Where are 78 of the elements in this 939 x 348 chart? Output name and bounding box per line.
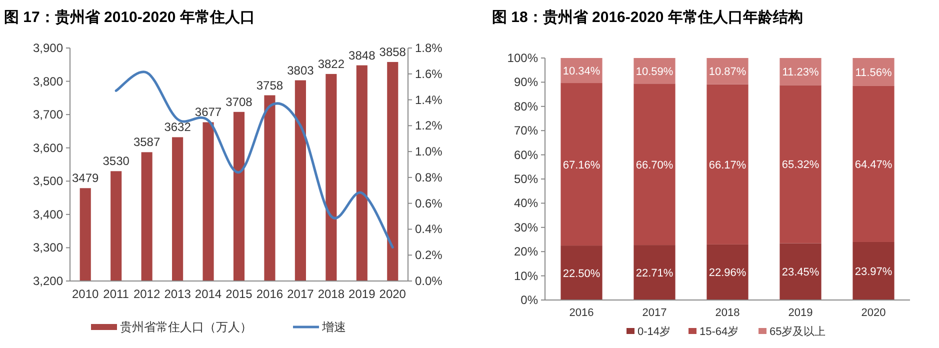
data-label: 66.70% — [636, 159, 674, 172]
data-label: 10.59% — [636, 66, 674, 78]
x-tick-label: 2017 — [642, 307, 667, 319]
x-tick-label: 2012 — [133, 287, 160, 301]
data-label: 22.96% — [708, 267, 746, 280]
data-label: 10.34% — [562, 66, 600, 78]
x-tick-label: 2019 — [348, 287, 376, 301]
data-label: 3479 — [72, 171, 100, 186]
x-tick-label: 2019 — [788, 307, 813, 319]
data-label: 66.17% — [708, 159, 746, 172]
data-label: 3822 — [318, 56, 345, 71]
y-tick-label: 3,700 — [32, 108, 64, 122]
y-tick-label: 3,600 — [32, 140, 64, 155]
y-tick-label: 10% — [514, 268, 538, 283]
y-tick-label: 60% — [514, 148, 538, 162]
data-label: 23.45% — [782, 266, 820, 279]
y2-tick-label: 1.8% — [415, 41, 443, 55]
x-tick-label: 2016 — [569, 307, 594, 319]
y2-tick-label: 1.6% — [415, 66, 443, 81]
x-tick-label: 2020 — [379, 287, 406, 301]
data-label: 3530 — [102, 154, 130, 168]
data-label: 65.32% — [782, 159, 820, 172]
y-tick-label: 3,900 — [32, 41, 64, 55]
y-tick-label: 70% — [514, 124, 538, 138]
data-label: 23.97% — [854, 266, 892, 278]
y-tick-label: 30% — [514, 220, 538, 234]
y-tick-label: 3,800 — [32, 74, 64, 88]
y-tick-label: 3,500 — [32, 174, 64, 188]
y2-tick-label: 1.4% — [415, 92, 443, 107]
x-tick-label: 2011 — [103, 287, 130, 301]
x-tick-label: 2018 — [318, 287, 345, 301]
y2-tick-label: 1.0% — [415, 144, 443, 159]
data-label: 11.23% — [782, 66, 819, 79]
y2-tick-label: 0.6% — [415, 196, 443, 210]
y-tick-label: 3,200 — [32, 274, 64, 288]
data-label: 3858 — [379, 44, 406, 59]
y-tick-label: 100% — [507, 51, 538, 65]
y-tick-label: 3,400 — [32, 207, 64, 222]
y2-tick-label: 0.8% — [415, 170, 443, 184]
x-tick-label: 2018 — [715, 307, 740, 319]
legend-label: 0-14岁 — [638, 326, 671, 338]
data-label: 11.56% — [855, 66, 892, 79]
legend-label: 15-64岁 — [700, 326, 739, 338]
x-tick-label: 2010 — [72, 287, 100, 301]
data-label: 3758 — [256, 78, 284, 92]
y2-tick-label: 0.2% — [415, 248, 443, 262]
x-tick-label: 2016 — [256, 287, 284, 301]
y-tick-label: 0% — [520, 293, 538, 307]
legend-label: 贵州省常住人口（万人） — [120, 320, 252, 334]
data-label: 3708 — [226, 94, 253, 109]
data-label: 67.16% — [562, 159, 600, 172]
y-tick-label: 3,300 — [32, 240, 64, 255]
y-tick-label: 50% — [514, 172, 538, 186]
x-tick-label: 2020 — [861, 307, 886, 319]
x-tick-label: 2013 — [164, 287, 192, 301]
legend-label: 65岁及以上 — [770, 325, 826, 338]
x-tick-label: 2014 — [194, 287, 222, 301]
y2-tick-label: 0.4% — [415, 222, 443, 236]
x-tick-label: 2015 — [226, 287, 253, 301]
data-label: 22.71% — [636, 268, 674, 280]
y-tick-label: 20% — [514, 244, 538, 259]
data-label: 3632 — [164, 120, 192, 134]
y-tick-label: 40% — [514, 196, 538, 210]
legend-label: 增速 — [321, 320, 346, 334]
data-label: 3677 — [194, 105, 222, 120]
y-tick-label: 90% — [514, 75, 538, 90]
data-label: 10.87% — [708, 66, 746, 78]
chart-title: 图 17：贵州省 2010-2020 年常住人口 — [4, 9, 255, 26]
x-tick-label: 2017 — [287, 287, 314, 301]
data-label: 3803 — [287, 63, 314, 78]
data-label: 22.50% — [562, 268, 600, 280]
data-label: 3587 — [133, 135, 160, 150]
data-label: 3848 — [348, 48, 376, 62]
chart-title: 图 18：贵州省 2016-2020 年常住人口年龄结构 — [492, 9, 803, 26]
y-tick-label: 80% — [514, 99, 538, 114]
y2-tick-label: 0.0% — [415, 274, 443, 288]
y2-tick-label: 1.2% — [415, 118, 443, 133]
data-label: 64.47% — [854, 158, 892, 171]
